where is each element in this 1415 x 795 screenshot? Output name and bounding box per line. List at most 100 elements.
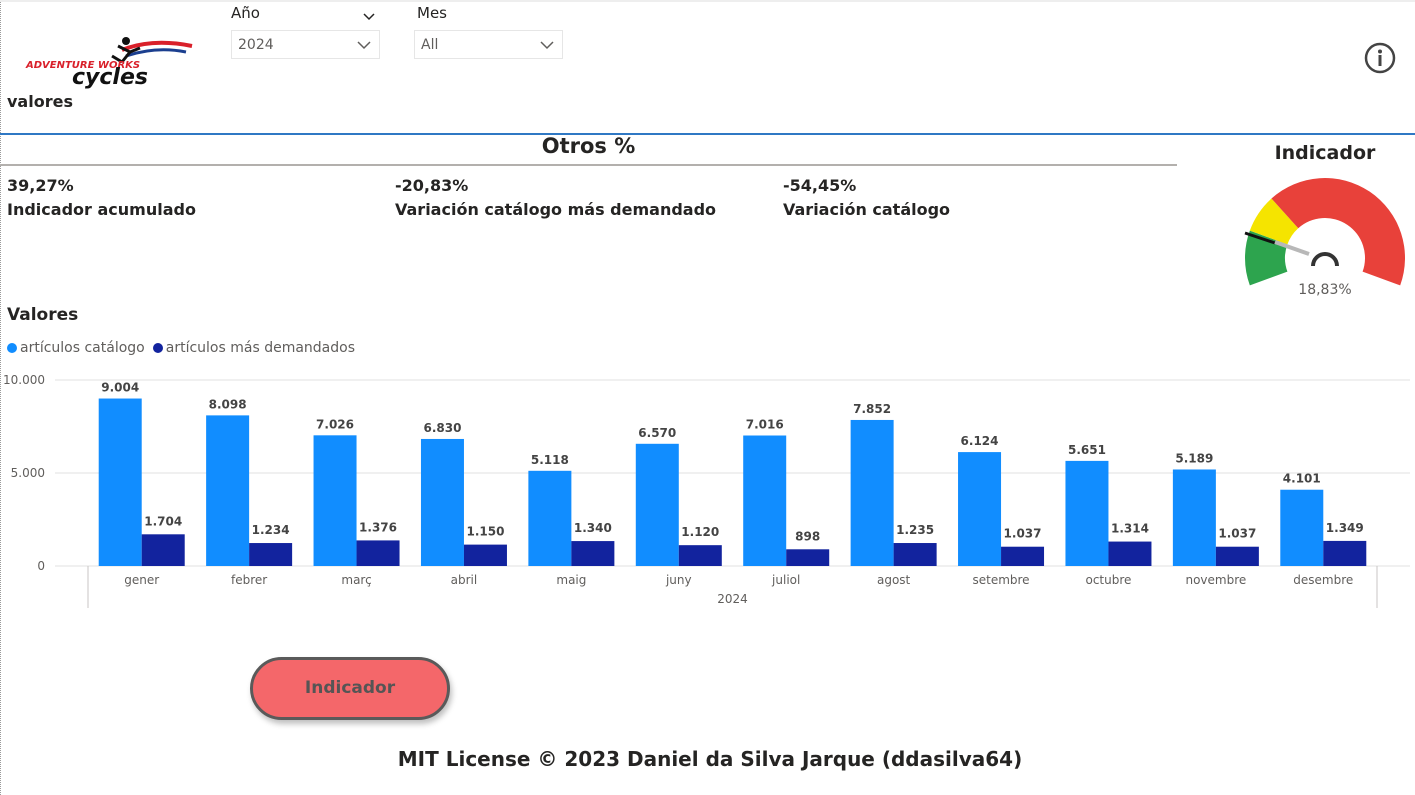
section-divider bbox=[0, 133, 1415, 135]
year-slicer: Año 2024 bbox=[231, 4, 381, 62]
bar-top-demand[interactable] bbox=[141, 534, 185, 566]
gauge-target-marker bbox=[1244, 231, 1276, 245]
top-border bbox=[0, 0, 1415, 2]
bar-top-demand[interactable] bbox=[463, 544, 507, 566]
kpi-section-title: Otros % bbox=[541, 134, 636, 158]
legend-label: artículos más demandados bbox=[165, 340, 355, 356]
chart-legend: artículos catálogo artículos más demanda… bbox=[7, 340, 355, 356]
legend-label: artículos catálogo bbox=[20, 340, 145, 356]
x-tick-label: maig bbox=[556, 573, 586, 587]
chevron-down-icon bbox=[357, 41, 371, 50]
bar-catalog[interactable] bbox=[743, 435, 787, 566]
data-label: 1.340 bbox=[574, 521, 612, 535]
bar-catalog[interactable] bbox=[98, 398, 142, 566]
clustered-column-chart: 0 5.000 10.000 9.004 1.704 gener 8.098 1.234 feb… bbox=[3, 373, 1410, 608]
license-footer: MIT License © 2023 Daniel da Silva Jarqu… bbox=[397, 747, 1023, 771]
indicador-button[interactable]: Indicador bbox=[250, 657, 450, 720]
gauge-chart[interactable] bbox=[1235, 166, 1415, 306]
y-tick-label: 10.000 bbox=[3, 373, 45, 387]
data-label: 5.189 bbox=[1175, 451, 1213, 465]
month-slicer: Mes All bbox=[414, 4, 564, 62]
data-label: 6.124 bbox=[961, 434, 999, 448]
x-tick-label: juliol bbox=[771, 573, 800, 587]
chevron-down-icon bbox=[540, 41, 554, 50]
data-label: 8.098 bbox=[209, 397, 247, 411]
data-label: 1.376 bbox=[359, 520, 397, 534]
bar-top-demand[interactable] bbox=[1001, 546, 1045, 566]
data-label: 1.314 bbox=[1111, 522, 1149, 536]
x-tick-label: març bbox=[341, 573, 371, 587]
bar-top-demand[interactable] bbox=[249, 543, 293, 566]
data-label: 6.830 bbox=[423, 421, 461, 435]
bar-top-demand[interactable] bbox=[678, 545, 722, 566]
data-label: 5.118 bbox=[531, 453, 569, 467]
x-tick-label: gener bbox=[124, 573, 159, 587]
legend-item-catalog[interactable]: artículos catálogo bbox=[7, 340, 145, 356]
kpi-label: Variación catálogo más demandado bbox=[395, 200, 717, 219]
chart-title: Valores bbox=[7, 305, 79, 325]
bar-top-demand[interactable] bbox=[893, 543, 937, 566]
data-label: 1.704 bbox=[144, 514, 182, 528]
data-label: 7.026 bbox=[316, 417, 354, 431]
bar-catalog[interactable] bbox=[1065, 460, 1109, 566]
bar-top-demand[interactable] bbox=[571, 541, 615, 566]
kpi-value: 39,27% bbox=[7, 176, 74, 195]
month-slicer-label: Mes bbox=[417, 4, 447, 22]
data-label: 1.150 bbox=[466, 525, 504, 539]
bar-top-demand[interactable] bbox=[356, 540, 400, 566]
x-tick-label: abril bbox=[451, 573, 478, 587]
data-label: 1.037 bbox=[1004, 527, 1042, 541]
kpi-label: Variación catálogo bbox=[783, 200, 951, 219]
data-label: 9.004 bbox=[101, 381, 139, 395]
data-label: 1.234 bbox=[252, 523, 290, 537]
bar-top-demand[interactable] bbox=[1108, 541, 1152, 566]
bar-top-demand[interactable] bbox=[1323, 540, 1367, 566]
gauge-value: 18,83% bbox=[1298, 282, 1352, 298]
bar-catalog[interactable] bbox=[313, 435, 357, 566]
gauge-pivot-icon bbox=[1311, 252, 1339, 267]
x-tick-label: setembre bbox=[972, 573, 1029, 587]
data-label: 1.349 bbox=[1326, 521, 1364, 535]
month-dropdown-value: All bbox=[421, 37, 439, 53]
x-group-label: 2024 bbox=[717, 592, 748, 606]
bar-top-demand[interactable] bbox=[1215, 546, 1259, 566]
y-tick-label: 5.000 bbox=[11, 466, 45, 480]
legend-item-top-demand[interactable]: artículos más demandados bbox=[152, 340, 355, 356]
info-icon[interactable] bbox=[1364, 42, 1396, 74]
month-dropdown[interactable]: All bbox=[414, 30, 563, 59]
data-label: 7.016 bbox=[746, 418, 784, 432]
data-label: 898 bbox=[795, 529, 820, 543]
gauge-title: Indicador bbox=[1274, 142, 1376, 164]
y-tick-label: 0 bbox=[37, 559, 45, 573]
data-label: 4.101 bbox=[1283, 472, 1321, 486]
adventure-works-logo: ADVENTURE WORKS cycles bbox=[25, 37, 193, 90]
gauge-segment-yellow bbox=[1249, 198, 1299, 245]
bar-catalog[interactable] bbox=[635, 443, 679, 566]
x-tick-label: novembre bbox=[1185, 573, 1246, 587]
data-label: 5.651 bbox=[1068, 443, 1106, 457]
page-border bbox=[0, 0, 2, 795]
logo-line1: ADVENTURE WORKS bbox=[25, 60, 140, 71]
x-tick-label: octubre bbox=[1085, 573, 1131, 587]
collapse-chevron-icon[interactable] bbox=[363, 10, 375, 22]
kpi-card-accumulated: 39,27% Indicador acumulado bbox=[7, 175, 196, 223]
bar-top-demand[interactable] bbox=[786, 549, 830, 566]
bar-catalog[interactable] bbox=[850, 419, 894, 566]
bar-catalog[interactable] bbox=[1280, 489, 1324, 566]
gauge-segment-red bbox=[1271, 177, 1405, 286]
x-tick-label: febrer bbox=[231, 573, 267, 587]
valores-label: valores bbox=[7, 92, 73, 111]
x-tick-label: juny bbox=[665, 573, 692, 587]
data-label: 1.235 bbox=[896, 523, 934, 537]
bar-catalog[interactable] bbox=[420, 438, 464, 566]
year-dropdown[interactable]: 2024 bbox=[231, 30, 380, 59]
legend-dot-icon bbox=[152, 343, 163, 353]
kpi-value: -20,83% bbox=[395, 176, 469, 195]
bar-catalog[interactable] bbox=[206, 415, 250, 566]
bar-catalog[interactable] bbox=[528, 470, 572, 566]
x-tick-label: agost bbox=[877, 573, 911, 587]
kpi-title-underline bbox=[0, 164, 1177, 166]
bar-catalog[interactable] bbox=[1172, 469, 1216, 566]
bar-catalog[interactable] bbox=[958, 452, 1002, 566]
data-label: 1.120 bbox=[681, 525, 719, 539]
